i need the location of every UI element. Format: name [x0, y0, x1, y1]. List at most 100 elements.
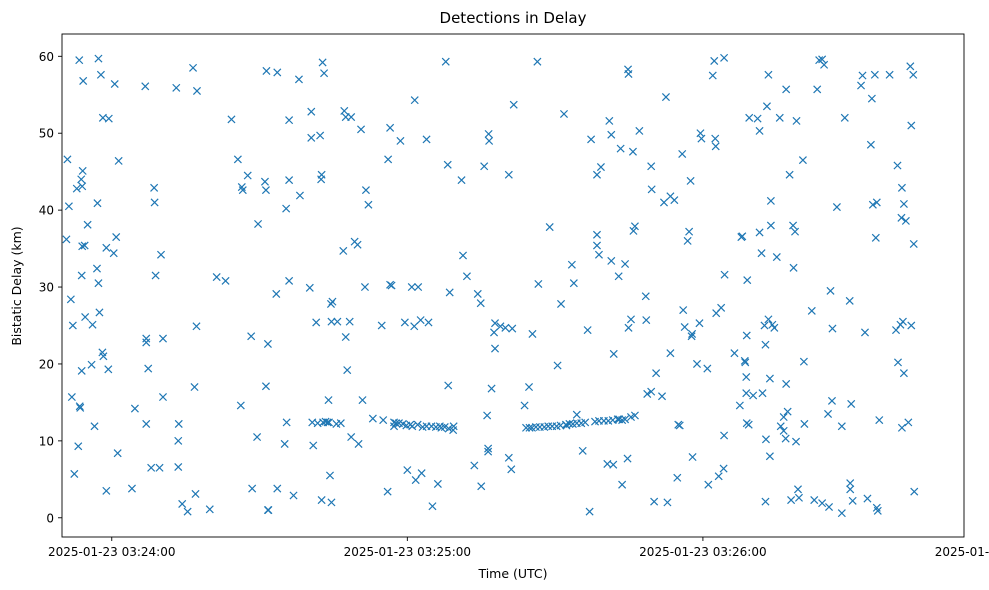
detection-marker: [824, 409, 833, 418]
detection-marker: [413, 420, 422, 429]
detection-marker: [158, 334, 168, 343]
detection-marker: [899, 369, 908, 378]
detection-marker: [273, 484, 282, 493]
detection-marker: [635, 126, 644, 135]
detection-marker: [628, 147, 637, 156]
detection-marker: [483, 411, 492, 420]
detection-marker: [557, 299, 566, 308]
detection-marker: [901, 216, 910, 225]
detection-marker: [476, 299, 485, 308]
detection-marker: [192, 322, 201, 331]
detection-marker: [578, 446, 587, 455]
detection-marker: [826, 286, 835, 295]
detection-marker: [791, 227, 800, 236]
detection-marker: [183, 507, 192, 516]
detection-marker: [327, 498, 336, 507]
detection-marker: [487, 384, 496, 393]
x-tick-label: 2025-01-23 03:26:00: [639, 545, 766, 559]
detection-marker: [221, 276, 230, 285]
detection-marker: [77, 366, 86, 375]
detection-marker: [94, 54, 103, 63]
detection-marker: [624, 323, 633, 332]
detection-marker: [490, 328, 499, 337]
detection-marker: [212, 273, 221, 282]
detection-marker: [264, 506, 273, 515]
detection-marker: [254, 219, 263, 228]
detection-marker: [847, 399, 856, 408]
detection-marker: [909, 239, 918, 248]
detection-marker: [793, 485, 803, 494]
detection-marker: [377, 321, 386, 330]
detection-marker: [867, 94, 876, 103]
detection-marker: [343, 366, 352, 375]
detection-marker: [766, 196, 775, 205]
detection-marker: [76, 403, 85, 412]
detection-marker: [695, 319, 704, 328]
detection-marker: [685, 227, 694, 236]
detection-marker: [248, 484, 257, 493]
detection-marker: [837, 422, 846, 431]
detection-marker: [364, 200, 373, 209]
detection-marker: [174, 462, 183, 472]
detection-marker: [414, 283, 423, 292]
detection-marker: [594, 250, 603, 259]
detection-marker: [462, 272, 471, 281]
detection-marker: [708, 71, 717, 80]
detection-marker: [243, 171, 252, 180]
detection-marker: [642, 316, 651, 325]
detection-marker: [866, 140, 875, 149]
detection-marker: [800, 419, 809, 428]
detection-marker: [294, 75, 303, 84]
detection-marker: [761, 497, 770, 506]
detection-marker: [860, 328, 870, 337]
detection-marker: [328, 297, 337, 306]
detection-marker: [368, 414, 377, 423]
detection-marker: [885, 70, 894, 79]
detection-marker: [477, 482, 486, 491]
detection-marker: [68, 321, 77, 330]
detection-marker: [791, 437, 801, 446]
detection-marker: [789, 263, 798, 272]
detection-marker: [764, 315, 773, 324]
detection-marker: [317, 496, 326, 505]
detection-marker: [130, 404, 139, 413]
detection-marker: [738, 232, 747, 241]
detection-marker: [443, 160, 452, 169]
detection-marker: [282, 418, 291, 427]
detection-marker: [62, 235, 71, 244]
detection-marker: [114, 156, 123, 165]
detection-marker: [703, 364, 712, 373]
detection-marker: [710, 56, 719, 65]
detection-marker: [776, 422, 785, 431]
detection-marker: [615, 415, 624, 424]
detection-marker: [524, 382, 534, 392]
detection-marker: [72, 184, 81, 193]
detection-marker: [907, 321, 916, 330]
detection-marker: [480, 162, 489, 171]
detection-marker: [473, 289, 482, 298]
detection-marker: [745, 113, 754, 122]
detection-marker: [807, 306, 816, 315]
detection-marker: [652, 369, 661, 378]
detection-marker: [379, 416, 388, 425]
detection-marker: [522, 423, 531, 432]
detection-marker: [906, 62, 915, 71]
detection-marker: [347, 432, 356, 442]
y-tick-label: 30: [39, 281, 54, 295]
detection-marker: [417, 469, 426, 478]
detection-marker: [109, 249, 118, 258]
detection-marker: [559, 109, 569, 119]
detection-marker: [508, 324, 517, 333]
detection-marker: [782, 379, 791, 388]
detection-marker: [871, 233, 880, 242]
detection-marker: [79, 76, 88, 85]
detection-marker: [416, 316, 425, 325]
detection-marker: [93, 199, 102, 208]
detection-marker: [433, 479, 442, 488]
detection-marker: [697, 134, 706, 143]
detection-marker: [189, 63, 198, 72]
detection-marker: [285, 276, 294, 285]
detection-marker: [490, 319, 500, 328]
detection-marker: [77, 271, 86, 280]
detection-marker: [621, 415, 630, 424]
